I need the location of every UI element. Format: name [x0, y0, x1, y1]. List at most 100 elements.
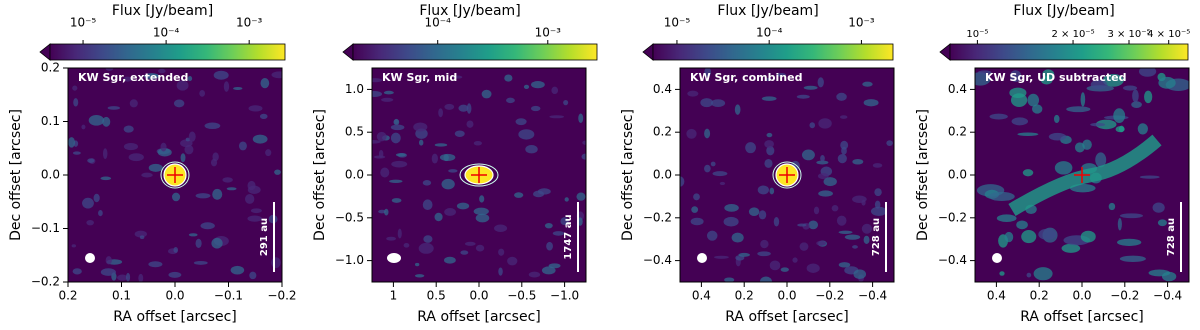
- noise-blob: [808, 220, 819, 230]
- noise-blob: [102, 148, 108, 160]
- noise-blob: [479, 195, 485, 203]
- noise-blob: [211, 237, 223, 249]
- noise-blob: [1082, 139, 1092, 150]
- noise-blob: [549, 115, 565, 119]
- y-tick-label: −0.2: [31, 275, 60, 289]
- y-tick-label: −0.5: [335, 210, 364, 224]
- noise-blob: [100, 268, 116, 276]
- noise-blob: [247, 215, 262, 222]
- noise: [975, 68, 1189, 282]
- noise-blob: [686, 128, 697, 139]
- noise-blob: [372, 91, 383, 97]
- noise-blob: [530, 105, 541, 112]
- noise-blob: [1115, 126, 1125, 133]
- noise-blob: [706, 230, 718, 241]
- noise-blob: [714, 255, 729, 259]
- noise-blob: [680, 176, 685, 187]
- noise-blob: [212, 152, 219, 162]
- x-tick-label: 0.0: [469, 289, 488, 303]
- noise-blob: [204, 122, 221, 130]
- noise-blob: [1042, 69, 1055, 80]
- noise-blob: [836, 92, 847, 101]
- noise-blob: [473, 207, 489, 216]
- noise-blob: [157, 68, 166, 74]
- noise-blob: [1026, 272, 1032, 278]
- noise-blob: [138, 273, 144, 282]
- colorbar: [652, 43, 894, 61]
- noise-blob: [738, 252, 750, 257]
- noise-blob: [838, 230, 853, 234]
- noise-blob: [173, 99, 185, 108]
- noise-blob: [193, 260, 208, 265]
- colorbar-tick-label: 10⁻⁴: [756, 26, 783, 40]
- noise-blob: [816, 240, 826, 246]
- noise-blob: [1080, 92, 1086, 107]
- noise-blob: [454, 130, 465, 137]
- noise-blob: [260, 78, 270, 89]
- x-tick-label: −0.2: [267, 289, 296, 303]
- noise-blob: [809, 122, 816, 129]
- noise-blob: [222, 177, 233, 183]
- noise-blob: [841, 146, 847, 155]
- noise-blob: [530, 81, 545, 89]
- y-tick-label: 0.1: [41, 114, 60, 128]
- noise-blob: [552, 231, 565, 236]
- noise-blob: [803, 85, 818, 90]
- noise-blob: [199, 89, 206, 97]
- y-axis-label: Dec offset [arcsec]: [620, 109, 636, 241]
- noise-blob: [996, 214, 1017, 223]
- y-tick-label: 0.4: [653, 82, 672, 96]
- annotation: KW Sgr, mid: [382, 71, 457, 84]
- emission-streak: [1008, 134, 1162, 217]
- noise-blob: [837, 153, 847, 164]
- noise-blob: [758, 210, 767, 220]
- noise-blob: [185, 137, 191, 142]
- noise-blob: [129, 99, 138, 108]
- x-axis-label: RA offset [arcsec]: [113, 309, 237, 325]
- noise-blob: [766, 146, 775, 156]
- y-tick-label: −0.2: [938, 210, 967, 224]
- noise-blob: [1157, 219, 1167, 227]
- noise-blob: [874, 188, 882, 197]
- noise-blob: [765, 77, 772, 82]
- noise-blob: [1016, 220, 1028, 230]
- y-tick-label: −0.1: [31, 221, 60, 235]
- noise-blob: [852, 158, 864, 165]
- noise-blob: [773, 217, 780, 227]
- x-tick-label: −0.4: [1153, 289, 1182, 303]
- noise-blob: [389, 179, 403, 184]
- noise-blob: [102, 116, 111, 127]
- noise-blob: [213, 70, 229, 80]
- y-tick-label: 1.0: [345, 82, 364, 96]
- noise-blob: [88, 114, 105, 126]
- noise-blob: [1139, 175, 1160, 179]
- noise-blob: [128, 153, 144, 162]
- x-tick-label: 0.4: [987, 289, 1006, 303]
- noise-blob: [764, 158, 773, 168]
- x-tick-label: 0.4: [692, 289, 711, 303]
- x-tick-label: 1: [390, 289, 398, 303]
- colorbar-tick-label: 10⁻⁵: [664, 16, 691, 30]
- colorbar-extend: [642, 43, 654, 61]
- noise-blob: [271, 257, 281, 269]
- noise-blob: [372, 78, 383, 83]
- noise-blob: [72, 151, 81, 155]
- noise-blob: [1009, 70, 1022, 82]
- noise-blob: [838, 262, 851, 268]
- noise-blob: [839, 115, 848, 119]
- contour: [772, 161, 802, 189]
- noise-blob: [249, 271, 257, 280]
- noise-blob: [1119, 255, 1146, 263]
- noise-blob: [719, 181, 726, 186]
- noise-blob: [431, 153, 438, 164]
- noise-blob: [403, 242, 410, 248]
- colorbar-tick-label: 10⁻³: [535, 26, 562, 40]
- noise-blob: [413, 122, 428, 132]
- noise: [68, 68, 282, 282]
- noise-blob: [86, 219, 94, 226]
- noise-blob: [105, 256, 112, 265]
- noise-blob: [423, 235, 433, 243]
- noise-blob: [71, 244, 77, 248]
- noise-blob: [712, 171, 728, 177]
- noise-blob: [823, 177, 837, 187]
